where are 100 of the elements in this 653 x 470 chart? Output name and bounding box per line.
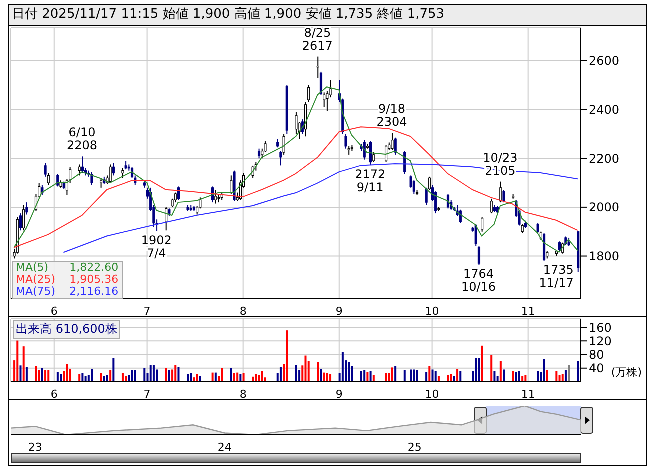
bar (404, 370, 406, 382)
text: MA(25) (16, 273, 56, 286)
bar (152, 365, 155, 382)
bar (364, 370, 366, 382)
bar (131, 370, 134, 382)
y-tick-label: 2000 (589, 200, 620, 215)
bar (236, 372, 239, 382)
candlestick (109, 164, 112, 184)
bar (280, 367, 282, 382)
candlestick (316, 56, 320, 79)
candlestick (490, 198, 493, 214)
bar (110, 370, 112, 382)
bar (500, 361, 502, 382)
bar (524, 375, 527, 382)
bar (122, 373, 124, 382)
bar (490, 355, 493, 382)
bar (82, 373, 84, 382)
bar (372, 375, 375, 382)
bar (100, 373, 102, 382)
x-tick-label: 6 (50, 304, 58, 318)
bar (255, 374, 258, 382)
bar (323, 372, 326, 382)
y-axis-title: (万株) (611, 365, 642, 380)
x-tick-label: 23 (28, 440, 42, 454)
candlestick (558, 241, 562, 252)
bar (112, 358, 115, 382)
bar (286, 330, 288, 382)
candlestick (478, 246, 481, 266)
candlestick (372, 152, 376, 163)
bar (22, 346, 25, 382)
bar (428, 366, 431, 382)
bar (564, 370, 567, 382)
x-tick-label: 25 (408, 440, 422, 454)
bar (326, 373, 328, 382)
text: MA(75) (16, 285, 56, 298)
bar (48, 370, 50, 382)
bar (478, 358, 480, 382)
bar (434, 371, 437, 382)
x-tick-label: 9 (336, 388, 343, 401)
candlestick (47, 172, 50, 186)
candlestick (174, 192, 177, 204)
candlestick (19, 213, 22, 232)
y-tick-label: 160 (589, 320, 612, 335)
bar (416, 370, 418, 382)
candlestick (344, 134, 348, 150)
x-tick-label: 10 (425, 388, 440, 401)
bar (134, 370, 136, 382)
bar (366, 372, 369, 382)
bar (522, 376, 524, 382)
bar (391, 368, 394, 382)
bar (330, 374, 332, 382)
bar (103, 376, 106, 382)
candlestick (370, 141, 372, 166)
y-tick-label: 2200 (589, 152, 620, 166)
bar (84, 376, 87, 382)
chart-title: 日付 2025/11/17 11:15 始値 1,900 高値 1,900 安値 1,735 終値 1,753 (9, 5, 646, 26)
bar (577, 361, 580, 382)
x-tick-label: 11 (521, 388, 536, 401)
series-label: MA(5) (16, 261, 49, 274)
bar (125, 376, 128, 382)
candlestick (258, 148, 261, 160)
bar (360, 371, 363, 382)
candlestick (536, 222, 540, 234)
annotation: 9/18 2304 (376, 102, 408, 130)
candlestick (295, 112, 298, 135)
bar (41, 368, 44, 382)
candlestick (90, 172, 94, 186)
annotation: 8/25 2617 (302, 26, 333, 53)
candlestick (122, 168, 124, 179)
bar (512, 371, 514, 382)
bar (546, 370, 548, 382)
x-tick-label: 8 (240, 388, 247, 401)
candlestick (26, 202, 28, 216)
bar (450, 374, 452, 382)
chart-title: 出来高 610,600株 (13, 320, 120, 339)
bar (35, 366, 38, 382)
bar (193, 378, 196, 382)
bar (60, 374, 62, 382)
bar (242, 373, 245, 382)
bar (515, 372, 518, 382)
candlestick (112, 163, 115, 176)
y-tick-label: 1800 (589, 250, 620, 264)
bar (494, 371, 496, 382)
y-tick-label: 120 (589, 334, 612, 348)
bar (426, 372, 428, 382)
candlestick (44, 163, 47, 178)
bar (16, 340, 19, 382)
candlestick (500, 181, 502, 204)
bar (56, 372, 59, 382)
bar (78, 374, 81, 382)
candlestick (391, 132, 394, 151)
bar (258, 375, 260, 382)
bar (178, 367, 180, 382)
candlestick (428, 176, 431, 191)
y-tick-label: 2400 (589, 103, 620, 118)
x-tick-label: 6 (50, 388, 58, 401)
x-tick-label: 10 (425, 304, 440, 318)
bar (460, 371, 462, 382)
x-tick-label: 11 (521, 304, 536, 318)
candlestick (282, 134, 286, 156)
